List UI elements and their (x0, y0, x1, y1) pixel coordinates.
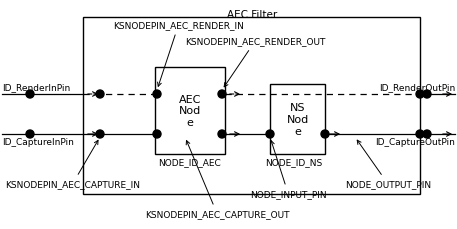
Text: NODE_ID_NS: NODE_ID_NS (265, 157, 322, 166)
Circle shape (26, 91, 34, 98)
Circle shape (218, 91, 226, 98)
Circle shape (26, 131, 34, 138)
Bar (83, 18, 420, 194)
Circle shape (416, 91, 424, 98)
Circle shape (423, 91, 431, 98)
Text: AEC
Nod
e: AEC Nod e (179, 95, 201, 128)
Text: ID_CaptureOutPin: ID_CaptureOutPin (375, 137, 455, 146)
Circle shape (153, 91, 161, 98)
Circle shape (96, 91, 104, 98)
Text: ID_RenderInPin: ID_RenderInPin (2, 83, 70, 92)
Text: ID_RenderOutPin: ID_RenderOutPin (379, 83, 455, 92)
Circle shape (416, 131, 424, 138)
Text: KSNODEPIN_AEC_CAPTURE_OUT: KSNODEPIN_AEC_CAPTURE_OUT (145, 141, 289, 218)
Text: NODE_ID_AEC: NODE_ID_AEC (158, 157, 221, 166)
Text: KSNODEPIN_AEC_CAPTURE_IN: KSNODEPIN_AEC_CAPTURE_IN (5, 141, 140, 189)
Circle shape (153, 131, 161, 138)
Text: KSNODEPIN_AEC_RENDER_OUT: KSNODEPIN_AEC_RENDER_OUT (185, 37, 325, 87)
Text: KSNODEPIN_AEC_RENDER_IN: KSNODEPIN_AEC_RENDER_IN (113, 21, 244, 87)
Circle shape (321, 131, 329, 138)
Text: NODE_OUTPUT_PIN: NODE_OUTPUT_PIN (345, 141, 431, 189)
Text: ID_CaptureInPin: ID_CaptureInPin (2, 137, 74, 146)
Bar (155, 68, 225, 154)
Text: NODE_INPUT_PIN: NODE_INPUT_PIN (250, 141, 327, 199)
Text: NS
Nod
e: NS Nod e (287, 103, 308, 136)
Text: AEC Filter: AEC Filter (227, 10, 277, 20)
Bar (270, 85, 325, 154)
Circle shape (423, 131, 431, 138)
Circle shape (266, 131, 274, 138)
Circle shape (96, 131, 104, 138)
Circle shape (218, 131, 226, 138)
